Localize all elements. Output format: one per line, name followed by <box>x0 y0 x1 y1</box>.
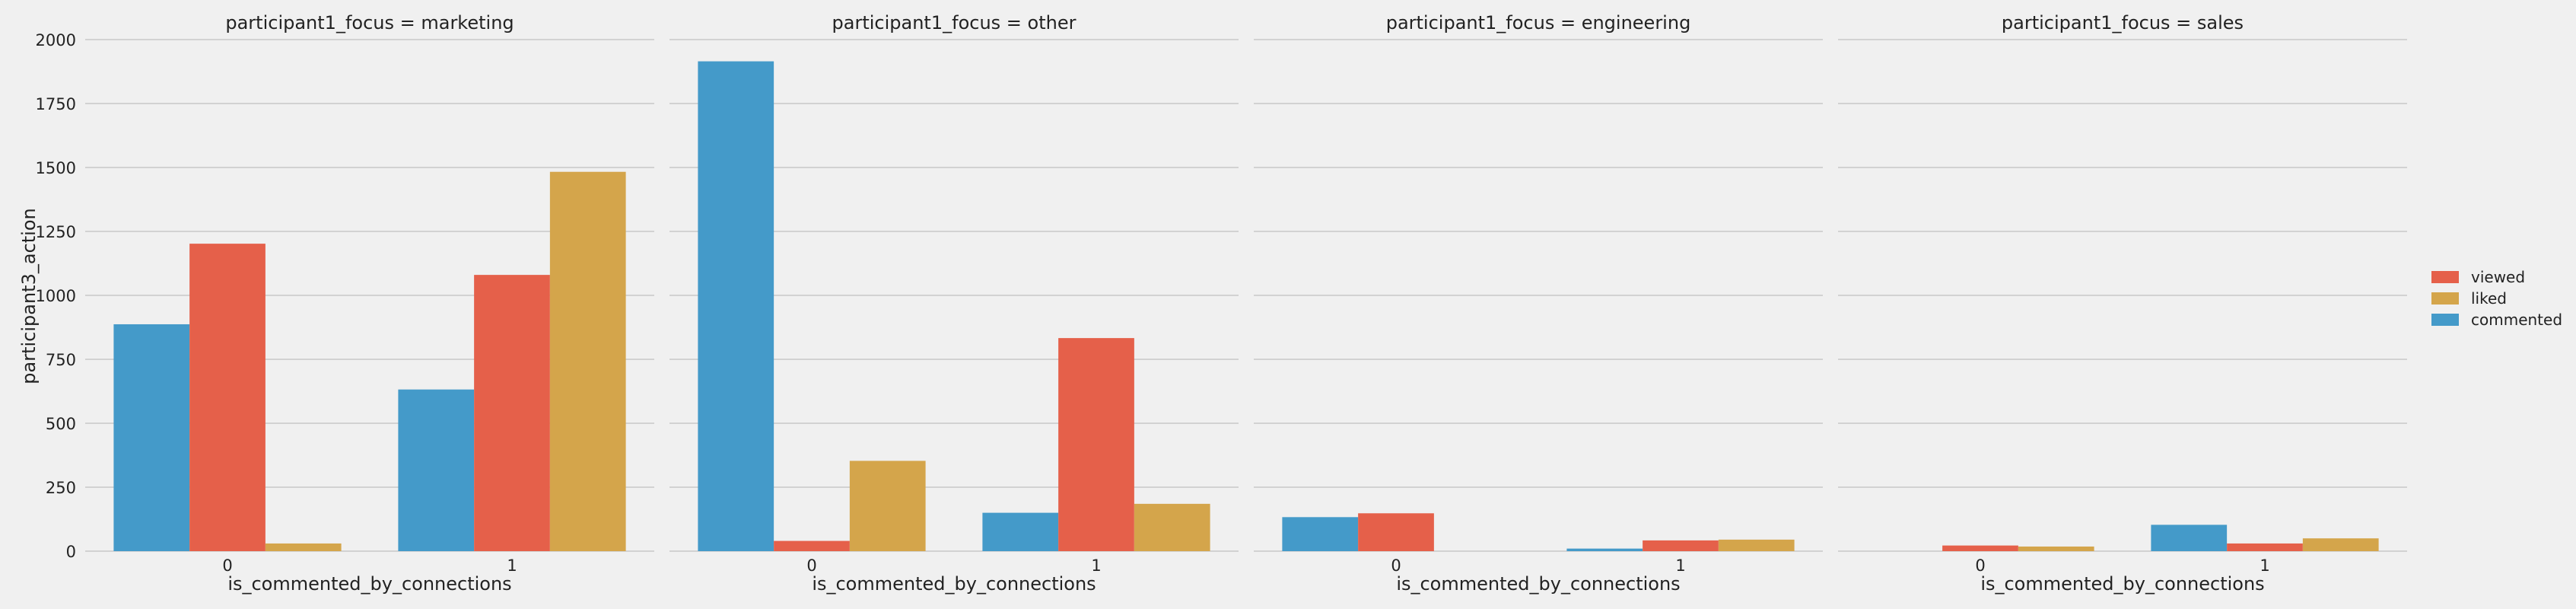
bar-viewed <box>1358 513 1434 551</box>
y-tick-label: 1500 <box>36 159 76 177</box>
bar-commented <box>2151 525 2228 551</box>
x-tick-label: 1 <box>1675 556 1685 575</box>
bar-liked <box>2018 546 2094 551</box>
y-axis-label: participant3_action <box>18 208 40 384</box>
legend: viewed liked commented <box>2431 268 2562 329</box>
bar-commented <box>982 512 1059 551</box>
bar-viewed <box>774 540 850 551</box>
y-tick-label: 1000 <box>36 287 76 305</box>
legend-swatch <box>2431 271 2459 283</box>
x-tick-label: 0 <box>1975 556 1985 575</box>
x-axis-label: is_commented_by_connections <box>1980 573 2264 595</box>
facet-panel: participant1_focus = sales 0 1is_commented… <box>1838 12 2407 595</box>
bar-liked <box>849 461 926 551</box>
legend-label: viewed <box>2471 268 2525 286</box>
legend-entry: commented <box>2431 311 2562 329</box>
bar-viewed <box>2227 543 2303 551</box>
bar-viewed <box>1058 338 1134 551</box>
bar-viewed <box>1643 540 1719 551</box>
legend-label: liked <box>2471 289 2507 308</box>
x-tick-label: 1 <box>1091 556 1101 575</box>
bar-liked <box>1134 503 1210 551</box>
x-axis-label: is_commented_by_connections <box>227 573 511 595</box>
bar-commented <box>698 61 774 551</box>
facet-title: participant1_focus = other <box>832 12 1077 33</box>
y-tick-label: 2000 <box>36 31 76 49</box>
bar-viewed <box>1942 545 2018 551</box>
bar-liked <box>1718 539 1795 551</box>
legend-swatch <box>2431 314 2459 326</box>
legend-entry: viewed <box>2431 268 2525 286</box>
bar-commented <box>398 389 475 551</box>
legend-swatch <box>2431 292 2459 304</box>
x-tick-label: 0 <box>222 556 232 575</box>
facet-panel: participant1_focus = engineering 0 1is_com… <box>1254 12 1823 595</box>
bar-commented <box>113 324 190 551</box>
y-tick-label: 250 <box>46 479 76 497</box>
facet-panel: 0 250 500 750 1000 1250 1500 1750 2000 participan… <box>36 12 654 595</box>
y-tick-label: 0 <box>66 543 76 561</box>
x-tick-label: 1 <box>2260 556 2269 575</box>
legend-label: commented <box>2471 311 2562 329</box>
facet-title: participant1_focus = marketing <box>225 12 514 33</box>
bar-liked <box>265 543 342 551</box>
x-tick-label: 0 <box>1391 556 1401 575</box>
facet-panels: 025050075010001250150017502000participan… <box>36 12 2407 595</box>
facet-panel: participant1_focus = other 0 1is_commented… <box>669 12 1239 595</box>
y-tick-label: 500 <box>46 415 76 433</box>
bar-viewed <box>474 275 550 551</box>
bar-liked <box>2302 538 2379 551</box>
legend-entry: liked <box>2431 289 2507 308</box>
x-axis-label: is_commented_by_connections <box>1396 573 1680 595</box>
bar-commented <box>1282 517 1359 551</box>
y-tick-label: 1250 <box>36 223 76 241</box>
facet-title: participant1_focus = engineering <box>1386 12 1691 33</box>
facet-title: participant1_focus = sales <box>2002 12 2244 33</box>
x-tick-label: 0 <box>806 556 816 575</box>
y-tick-label: 1750 <box>36 95 76 113</box>
bar-commented <box>1566 548 1643 551</box>
bar-liked <box>549 171 626 551</box>
y-tick-label: 750 <box>46 351 76 369</box>
x-axis-label: is_commented_by_connections <box>812 573 1096 595</box>
bar-viewed <box>189 244 266 551</box>
x-tick-label: 1 <box>507 556 517 575</box>
